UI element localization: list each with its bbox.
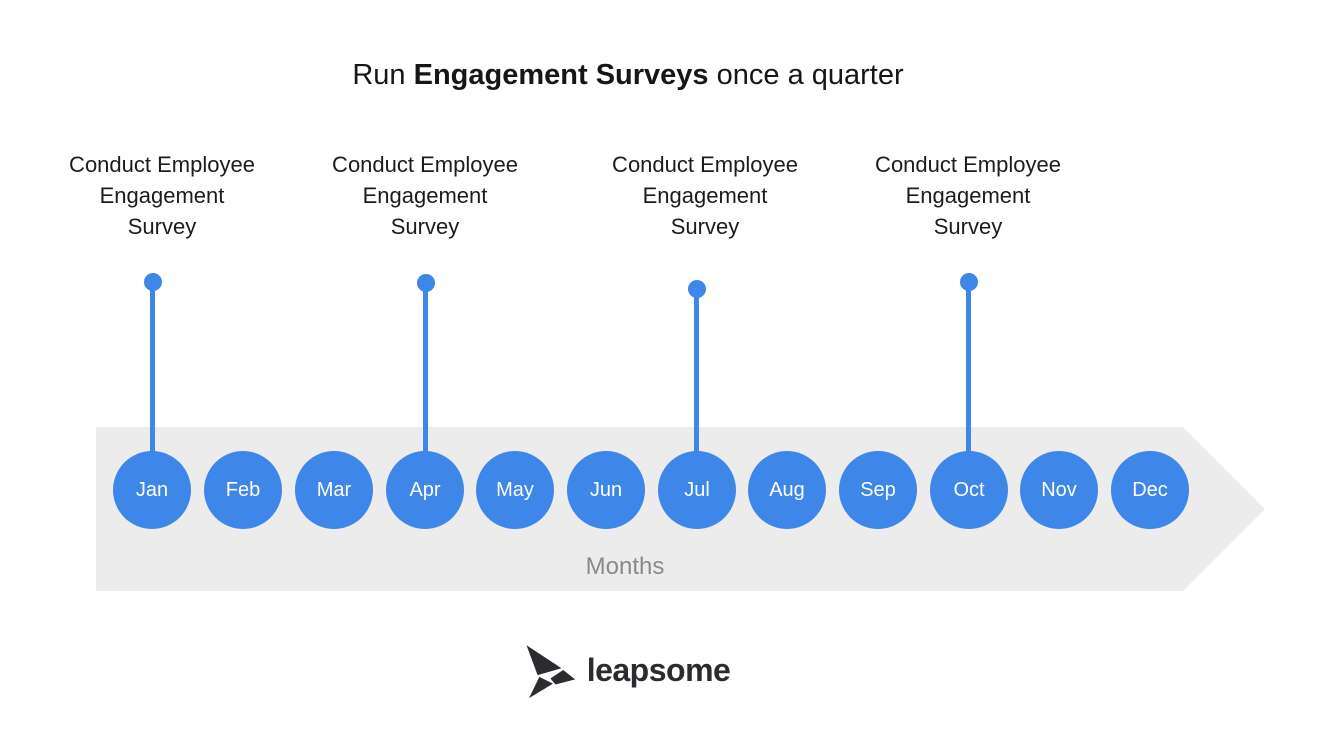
month-node-apr: Apr (386, 451, 464, 529)
timeline-arrow-head (1183, 427, 1265, 591)
callout-label-jul: Conduct Employee Engagement Survey (612, 152, 798, 239)
leapsome-logo: leapsome (520, 641, 731, 699)
month-node-jun: Jun (567, 451, 645, 529)
page-title: Run Engagement Surveys once a quarter (352, 57, 903, 93)
callout-label-oct: Conduct Employee Engagement Survey (875, 152, 1061, 239)
leapsome-logo-icon (526, 645, 576, 699)
month-node-feb: Feb (204, 451, 282, 529)
leapsome-wordmark: leapsome (586, 651, 731, 688)
month-node-nov: Nov (1020, 451, 1098, 529)
month-node-jul: Jul (658, 451, 736, 529)
callout-label-apr: Conduct Employee Engagement Survey (332, 152, 518, 239)
month-node-mar: Mar (295, 451, 373, 529)
timeline-axis-label: Months (585, 553, 665, 580)
title-emphasis: Engagement Surveys (413, 59, 709, 91)
month-node-aug: Aug (748, 451, 826, 529)
title-prefix: Run (352, 59, 414, 91)
month-node-may: May (476, 451, 554, 529)
callout-connector-line (150, 282, 155, 470)
month-node-dec: Dec (1111, 451, 1189, 529)
month-node-jan: Jan (113, 451, 191, 529)
callout-connector-line (423, 283, 428, 470)
callout-label-jan: Conduct Employee Engagement Survey (69, 152, 255, 239)
callout-connector-line (966, 282, 971, 470)
callout-connector-line (694, 289, 699, 470)
title-suffix: once a quarter (708, 59, 904, 91)
month-node-oct: Oct (930, 451, 1008, 529)
month-node-sep: Sep (839, 451, 917, 529)
